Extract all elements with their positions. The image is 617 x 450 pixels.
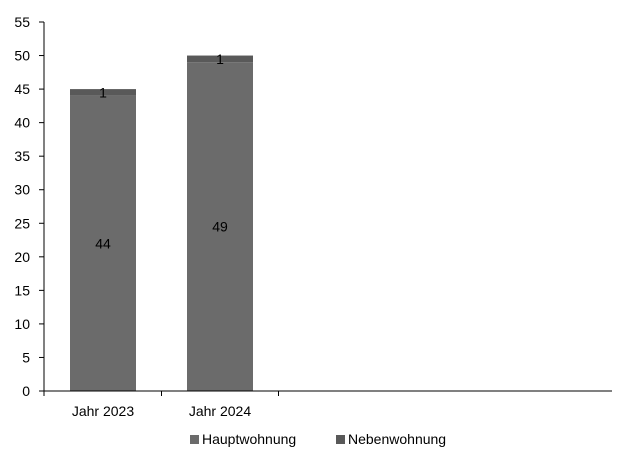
x-tick-label: Jahr 2024 xyxy=(189,403,251,419)
x-axis: Jahr 2023 Jahr 2024 xyxy=(43,391,279,419)
y-axis: 0 5 10 15 20 25 30 35 40 45 50 55 xyxy=(14,14,44,399)
legend-label-hauptwohnung: Hauptwohnung xyxy=(202,431,296,447)
bar-nebenwohnung-2 xyxy=(187,55,253,63)
data-label-hauptwohnung-1: 44 xyxy=(95,235,111,251)
y-tick-label: 20 xyxy=(14,249,30,265)
y-tick-label: 10 xyxy=(14,316,30,332)
y-tick-label: 55 xyxy=(14,14,30,30)
y-tick-label: 5 xyxy=(22,349,30,365)
y-tick-label: 0 xyxy=(22,383,30,399)
bar-hauptwohnung-2 xyxy=(187,62,253,391)
y-tick-label: 40 xyxy=(14,115,30,131)
y-tick-label: 50 xyxy=(14,48,30,64)
data-labels-group: 44 1 49 1 xyxy=(95,51,228,251)
y-tick-label: 35 xyxy=(14,148,30,164)
bar-hauptwohnung-1 xyxy=(70,95,136,392)
x-tick-label: Jahr 2023 xyxy=(72,403,134,419)
y-tick-label: 25 xyxy=(14,215,30,231)
legend-swatch-nebenwohnung xyxy=(336,435,345,444)
data-label-nebenwohnung-1: 1 xyxy=(99,84,107,100)
bar-nebenwohnung-1 xyxy=(70,89,136,96)
y-tick-label: 15 xyxy=(14,282,30,298)
data-label-hauptwohnung-2: 49 xyxy=(212,219,228,235)
legend-label-nebenwohnung: Nebenwohnung xyxy=(348,431,446,447)
data-label-nebenwohnung-2: 1 xyxy=(216,51,224,67)
legend-swatch-hauptwohnung xyxy=(190,435,199,444)
y-tick-label: 45 xyxy=(14,81,30,97)
y-tick-label: 30 xyxy=(14,182,30,198)
legend: Hauptwohnung Nebenwohnung xyxy=(190,431,446,447)
bars-group xyxy=(70,55,253,392)
